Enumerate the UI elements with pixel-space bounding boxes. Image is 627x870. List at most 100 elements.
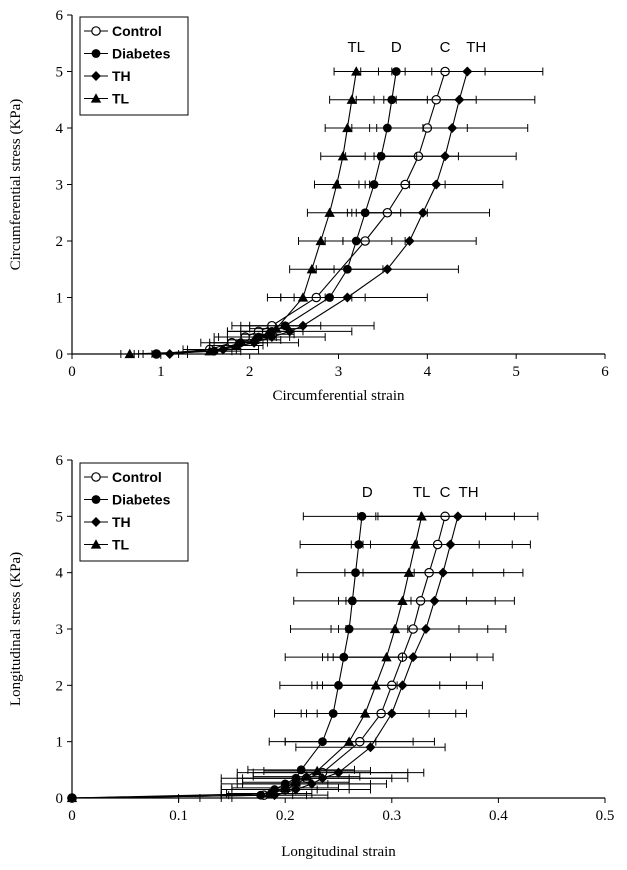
x-tick-label: 0.4 (489, 808, 508, 824)
curve-label: D (362, 484, 373, 501)
curve-label: TL (348, 39, 366, 56)
x-tick-label: 0.3 (382, 808, 401, 824)
data-point (66, 792, 78, 803)
data-point (296, 765, 306, 775)
data-point (440, 151, 451, 162)
curve-label: TH (459, 484, 479, 501)
legend: Control Diabetes TH TL (79, 462, 189, 562)
data-point (218, 344, 229, 355)
data-point (324, 207, 335, 217)
x-tick-label: 0 (68, 364, 76, 380)
legend: Control Diabetes TH TL (79, 16, 189, 116)
data-point (454, 94, 465, 105)
data-point (280, 782, 291, 793)
x-tick-label: 4 (424, 364, 432, 380)
data-point (297, 292, 309, 302)
x-axis-title: Longitudinal strain (281, 844, 396, 860)
data-point (331, 179, 342, 189)
legend-marker (91, 472, 101, 482)
data-point (417, 207, 428, 218)
curve-label: C (440, 484, 451, 501)
legend-marker (90, 539, 102, 549)
x-tick-label: 3 (335, 364, 343, 380)
data-point (164, 349, 175, 359)
x-tick-label: 0.1 (169, 808, 188, 824)
data-point (315, 235, 326, 246)
data-point (204, 345, 215, 356)
y-tick-label: 0 (56, 347, 64, 363)
y-tick-label: 6 (56, 453, 64, 469)
data-point (431, 179, 442, 190)
data-point (306, 778, 317, 789)
y-tick-label: 0 (56, 791, 64, 807)
data-point (365, 742, 376, 753)
data-point (359, 708, 371, 718)
data-point (351, 66, 362, 76)
data-point (337, 151, 349, 161)
x-tick-label: 0 (68, 808, 76, 824)
series-tl (66, 511, 487, 803)
legend-label: TL (112, 537, 130, 553)
series-tl (120, 66, 379, 359)
y-tick-label: 2 (56, 234, 64, 250)
data-point (381, 651, 392, 662)
y-axis-title: Circumferential stress (KPa) (8, 99, 24, 271)
y-tick-label: 2 (56, 678, 64, 694)
longitudinal-chart: 0 1 2 3 4 5 6 0 0.1 0.2 0.3 0.4 0.5 Longitudinal stra… (8, 453, 614, 860)
y-tick-label: 1 (56, 735, 64, 751)
data-point (462, 66, 473, 77)
y-tick-label: 5 (56, 509, 64, 525)
legend-label: TH (112, 514, 131, 530)
data-point (248, 334, 260, 345)
data-point (231, 340, 242, 350)
legend-marker (91, 26, 101, 36)
y-tick-label: 6 (56, 8, 64, 24)
x-tick-label: 2 (246, 364, 254, 380)
x-axis-title: Circumferential strain (272, 388, 405, 404)
data-point (346, 94, 358, 104)
y-tick-label: 3 (56, 622, 64, 638)
data-point (333, 767, 344, 778)
data-point (447, 123, 458, 133)
y-tick-label: 1 (56, 291, 64, 307)
data-point (306, 264, 318, 274)
data-point (301, 771, 312, 781)
legend-marker (90, 93, 102, 103)
legend-label: Control (112, 469, 162, 485)
x-tick-label: 6 (601, 364, 609, 380)
curve-label: TL (413, 484, 431, 501)
x-tick-label: 0.2 (276, 808, 295, 824)
x-tick-label: 1 (157, 364, 165, 380)
data-point (389, 623, 401, 634)
curve-label: C (440, 39, 451, 56)
data-point (382, 264, 393, 275)
data-point (264, 788, 275, 798)
data-point (290, 784, 301, 795)
data-point (317, 773, 328, 784)
circumferential-chart: 0 1 2 3 4 5 6 0 1 2 3 4 5 6 Circumferential strain Circ… (8, 8, 609, 404)
y-tick-label: 5 (56, 65, 64, 81)
data-point (343, 736, 355, 746)
curve-label: D (391, 39, 402, 56)
data-point (342, 292, 353, 303)
legend-label: TL (112, 91, 130, 107)
y-tick-label: 3 (56, 178, 64, 194)
x-tick-label: 0.5 (596, 808, 615, 824)
data-point (404, 236, 415, 246)
legend-label: Diabetes (112, 46, 171, 62)
x-tick-label: 5 (512, 364, 520, 380)
y-tick-label: 4 (56, 566, 64, 582)
data-point (403, 567, 415, 577)
data-point (370, 680, 382, 690)
data-point (410, 539, 421, 549)
data-point (271, 323, 282, 333)
legend-label: TH (112, 68, 131, 84)
legend-label: Diabetes (112, 492, 171, 508)
data-point (290, 777, 302, 787)
data-point (342, 122, 353, 133)
legend-label: Control (112, 23, 162, 39)
data-point (416, 511, 427, 521)
y-axis-title: Longitudinal stress (KPa) (8, 552, 24, 706)
legend-marker (91, 71, 101, 81)
